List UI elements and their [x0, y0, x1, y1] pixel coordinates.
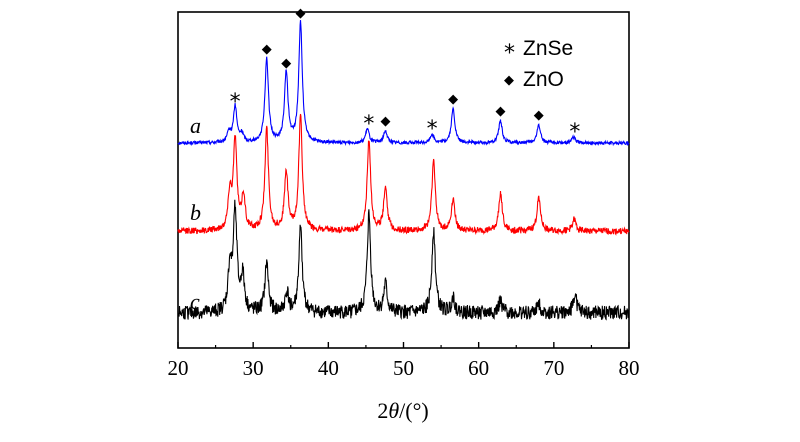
- legend-label-zno: ZnO: [523, 68, 564, 91]
- znse-peak-marker: *: [230, 90, 241, 115]
- series-line-b: [177, 113, 630, 236]
- curve-label-b: b: [190, 200, 201, 225]
- zno-peak-marker: ◆: [262, 42, 272, 57]
- znse-peak-marker: *: [363, 112, 374, 137]
- legend-star-symbol: *: [504, 41, 515, 66]
- curve-label-c: c: [190, 289, 200, 314]
- series-group: [177, 20, 630, 321]
- x-axis-title-unit: /(°): [399, 398, 429, 423]
- x-tick-label: 50: [393, 356, 414, 380]
- znse-peak-marker: *: [569, 120, 580, 145]
- legend: * ZnSe ◆ ZnO: [504, 37, 573, 91]
- x-axis-title-prefix: 2: [377, 398, 388, 423]
- zno-peak-marker: ◆: [281, 56, 291, 71]
- curve-label-a: a: [190, 113, 201, 138]
- x-tick-label: 30: [243, 356, 264, 380]
- x-axis-title: 2θ/(°): [377, 398, 428, 423]
- zno-peak-marker: ◆: [448, 92, 458, 107]
- curve-labels: a b c: [190, 113, 201, 314]
- x-tick-label: 70: [543, 356, 564, 380]
- series-line-c: [177, 199, 630, 321]
- zno-peak-marker: ◆: [495, 104, 505, 119]
- peak-markers: * ◆ ◆ ◆ * ◆ * ◆ ◆ ◆ *: [230, 6, 581, 145]
- legend-diamond-symbol: ◆: [504, 73, 514, 88]
- znse-peak-marker: *: [427, 117, 438, 142]
- x-axis: 20 30 40 50 60 70 80: [168, 342, 640, 380]
- zno-peak-marker: ◆: [380, 114, 390, 129]
- zno-peak-marker: ◆: [296, 6, 306, 21]
- legend-label-znse: ZnSe: [523, 37, 573, 60]
- x-tick-label: 80: [619, 356, 640, 380]
- x-axis-title-variable: θ: [388, 398, 399, 423]
- x-tick-label: 40: [318, 356, 339, 380]
- zno-peak-marker: ◆: [534, 108, 544, 123]
- x-tick-label: 20: [168, 356, 189, 380]
- series-line-a: [177, 20, 630, 147]
- x-tick-label: 60: [468, 356, 489, 380]
